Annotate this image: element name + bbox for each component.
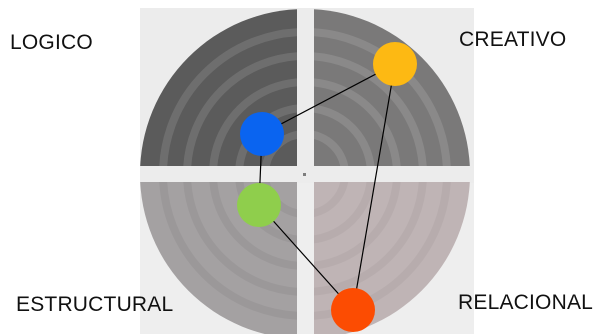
node-logico <box>240 112 284 156</box>
node-creativo <box>373 42 417 86</box>
node-estructural <box>237 183 281 227</box>
center-dot <box>303 173 306 176</box>
label-creativo: CREATIVO <box>459 28 567 51</box>
quadrant-creativo-fill <box>314 9 470 166</box>
label-logico: LOGICO <box>10 31 93 54</box>
connection-relacional-estructural <box>258 204 354 311</box>
connection-creativo-relacional <box>352 63 396 311</box>
connection-logico-creativo <box>261 63 396 135</box>
node-relacional <box>331 288 375 332</box>
label-estructural: ESTRUCTURAL <box>16 293 174 316</box>
quadrant-creativo <box>314 9 470 166</box>
label-relacional: RELACIONAL <box>458 291 594 314</box>
